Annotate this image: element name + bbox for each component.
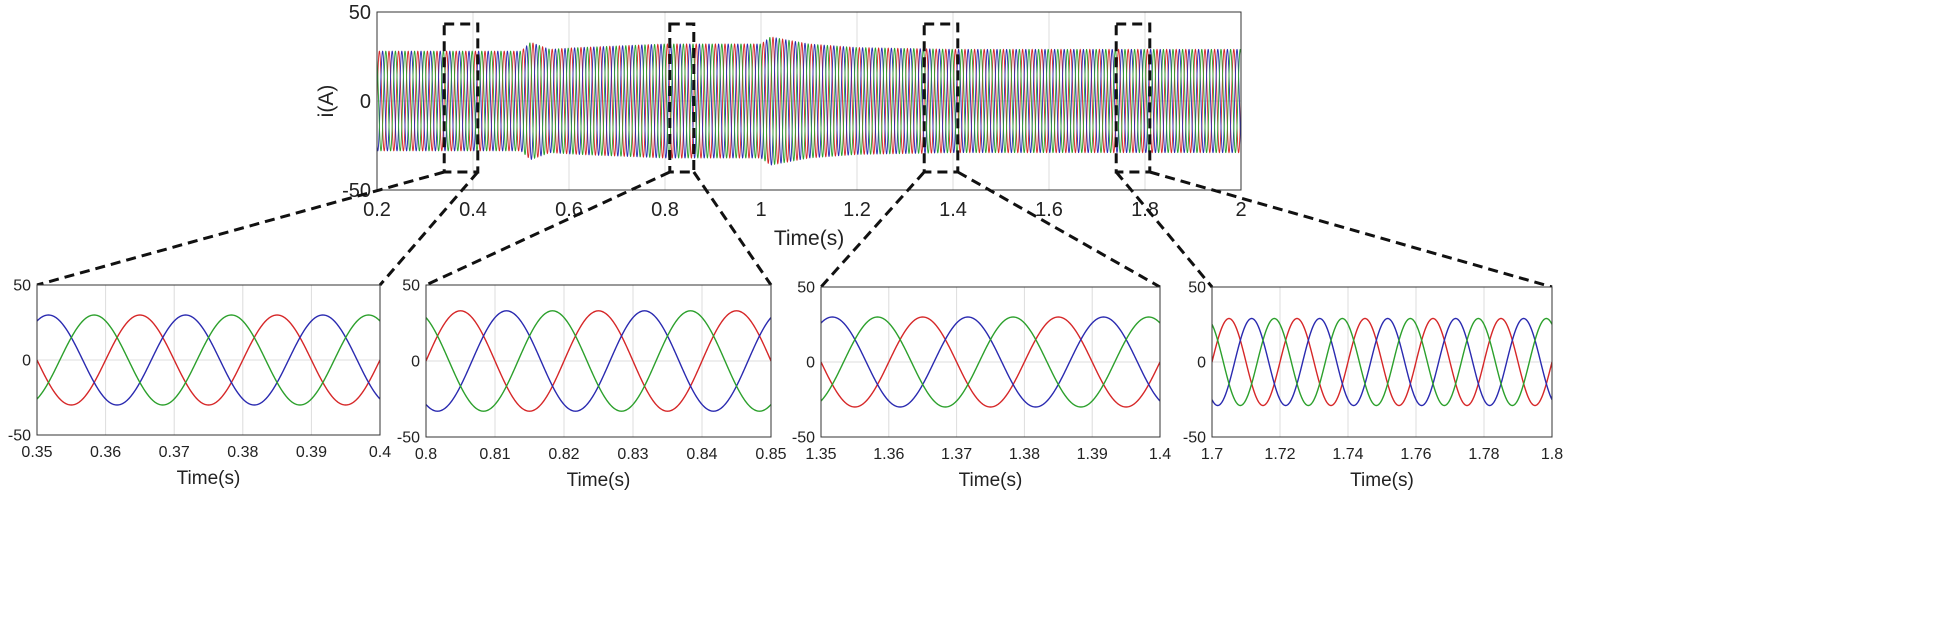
y-tick-label: 0 xyxy=(360,91,371,113)
zoom-connector xyxy=(957,170,1161,289)
chart-overview: 0.2 0.4 0.6 0.8 1 1.2 1.4 1.6 1.8 2 -50 0 50 Time(s) i… xyxy=(315,2,1247,250)
x-tick-label: 1.35 xyxy=(805,446,836,463)
x-tick-label: 1.7 xyxy=(1201,446,1223,463)
series-line-phase-c xyxy=(377,37,1241,166)
series-line-phase-a xyxy=(377,36,1241,165)
x-tick-label: 0.81 xyxy=(479,446,510,463)
chart-zoom1: 0.35 0.36 0.37 0.38 0.39 0.4 -50 0 50 Time(s) xyxy=(8,278,391,489)
x-tick-label: 0.82 xyxy=(548,446,579,463)
zoom-box xyxy=(442,22,480,174)
y-tick-label: 0 xyxy=(1197,355,1206,372)
y-tick-label: -50 xyxy=(397,430,420,447)
y-tick-label: 0 xyxy=(806,355,815,372)
x-tick-label: 0.84 xyxy=(686,446,717,463)
x-tick-label: 2 xyxy=(1235,199,1246,221)
x-tick-label: 1.78 xyxy=(1468,446,1499,463)
x-tick-label: 1.6 xyxy=(1035,199,1063,221)
x-axis-label: Time(s) xyxy=(177,468,241,489)
x-tick-label: 1.37 xyxy=(941,446,972,463)
chart-zoom4: 1.7 1.72 1.74 1.76 1.78 1.8 -50 0 50 Time(s) xyxy=(1183,280,1563,491)
zoom-connector xyxy=(378,171,479,286)
plot-frame xyxy=(820,286,1161,438)
x-tick-label: 0.2 xyxy=(363,199,391,221)
y-tick-label: -50 xyxy=(342,180,371,202)
zoom-box xyxy=(922,22,960,174)
series-group xyxy=(1212,317,1552,407)
x-tick-label: 1 xyxy=(755,199,766,221)
x-tick-label: 0.8 xyxy=(415,446,437,463)
x-axis-label: Time(s) xyxy=(959,470,1023,491)
y-tick-label: -50 xyxy=(1183,430,1206,447)
y-tick-label: 50 xyxy=(797,280,815,297)
x-tick-label: 1.38 xyxy=(1009,446,1040,463)
series-group xyxy=(426,310,771,412)
x-tick-label: 1.8 xyxy=(1541,446,1563,463)
series-line-phase-b xyxy=(377,37,1241,166)
x-tick-label: 0.83 xyxy=(617,446,648,463)
x-tick-label: 0.85 xyxy=(755,446,786,463)
zoom-connector xyxy=(692,171,773,286)
y-tick-label: -50 xyxy=(792,430,815,447)
x-tick-label: 0.39 xyxy=(296,444,327,461)
x-tick-label: 1.76 xyxy=(1400,446,1431,463)
y-tick-label: 50 xyxy=(402,278,420,295)
series-line-phase-c xyxy=(821,316,1160,408)
x-tick-label: 0.37 xyxy=(159,444,190,461)
series-line-phase-c xyxy=(426,310,771,412)
plot-frame xyxy=(36,284,381,436)
x-tick-label: 1.74 xyxy=(1332,446,1363,463)
x-tick-label: 0.8 xyxy=(651,199,679,221)
chart-zoom3: 1.35 1.36 1.37 1.38 1.39 1.4 -50 0 50 Time(s) xyxy=(792,280,1171,491)
x-tick-label: 0.4 xyxy=(369,444,391,461)
x-tick-label: 0.4 xyxy=(459,199,487,221)
y-tick-label: -50 xyxy=(8,428,31,445)
x-axis-label: Time(s) xyxy=(1350,470,1414,491)
x-tick-label: 1.4 xyxy=(939,199,967,221)
zoom-connector xyxy=(36,170,445,287)
series-line-phase-c xyxy=(1212,317,1552,407)
y-tick-label: 50 xyxy=(349,2,371,24)
x-tick-label: 0.35 xyxy=(21,444,52,461)
zoom-connector xyxy=(1149,170,1553,289)
x-tick-label: 1.36 xyxy=(873,446,904,463)
zoom-connector xyxy=(819,170,926,289)
plot-frame xyxy=(425,284,772,438)
y-tick-label: 0 xyxy=(411,354,420,371)
x-axis-label: Time(s) xyxy=(567,470,631,491)
series-line-phase-c xyxy=(37,314,380,406)
plot-frame xyxy=(1211,286,1553,438)
x-tick-label: 0.6 xyxy=(555,199,583,221)
series-group xyxy=(377,36,1241,166)
y-tick-label: 50 xyxy=(13,278,31,295)
zoom-connector xyxy=(1115,171,1214,288)
x-tick-label: 0.38 xyxy=(227,444,258,461)
x-tick-label: 1.2 xyxy=(843,199,871,221)
series-group xyxy=(37,314,380,406)
x-tick-label: 0.36 xyxy=(90,444,121,461)
x-tick-label: 1.4 xyxy=(1149,446,1171,463)
y-tick-label: 50 xyxy=(1188,280,1206,297)
plot-frame xyxy=(376,11,1242,191)
x-tick-label: 1.72 xyxy=(1264,446,1295,463)
series-line-phase-a xyxy=(1212,317,1552,407)
zoom-box xyxy=(1114,22,1152,174)
x-axis-label: Time(s) xyxy=(774,227,844,250)
y-axis-label: i(A) xyxy=(315,85,338,118)
x-tick-label: 1.8 xyxy=(1131,199,1159,221)
chart-zoom2: 0.8 0.81 0.82 0.83 0.84 0.85 -50 0 50 Time(s) xyxy=(397,278,787,491)
series-group xyxy=(821,316,1160,408)
zoom-connector xyxy=(425,170,671,287)
series-line-phase-b xyxy=(1212,317,1552,407)
x-tick-label: 1.39 xyxy=(1077,446,1108,463)
zoom-box xyxy=(668,22,696,174)
y-tick-label: 0 xyxy=(22,353,31,370)
